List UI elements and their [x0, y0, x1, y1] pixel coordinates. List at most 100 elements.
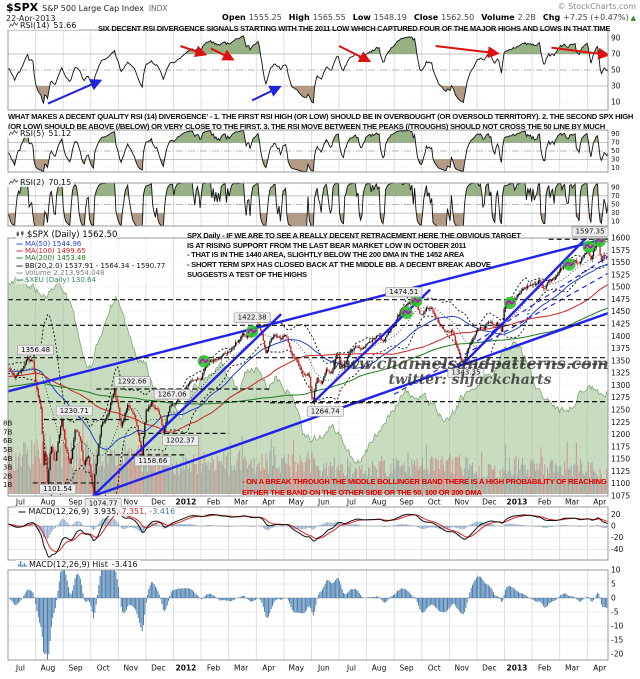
- close-value: 1562.50: [441, 13, 475, 22]
- bearish-divergence-arrow: [551, 46, 608, 60]
- svg-text:1264.74: 1264.74: [311, 407, 340, 415]
- line-swatch: —: [18, 507, 26, 516]
- legend-item: — $XEU (Daily) 130.64: [16, 276, 96, 285]
- svg-text:Jul: Jul: [15, 498, 25, 507]
- macd-hist-legend: MACD(12,26,9) Hist -3.416: [16, 560, 140, 569]
- bollinger-annotation-line: - ON A BREAK THROUGH THE MIDDLE BOLLINGE…: [242, 477, 607, 486]
- macd-line: [8, 507, 608, 558]
- svg-text:Feb: Feb: [207, 498, 221, 507]
- svg-text:1325: 1325: [611, 369, 630, 378]
- svg-text:Jul: Jul: [346, 664, 356, 673]
- svg-text:Dec: Dec: [482, 664, 497, 673]
- price-tag: 1158.66: [134, 455, 172, 467]
- svg-text:1175: 1175: [611, 442, 630, 451]
- spx-annotation-line: - THAT IS IN THE 1440 AREA, SLIGHTLY BEL…: [187, 250, 465, 260]
- price-tag: 1597.35: [571, 226, 609, 237]
- svg-text:Apr: Apr: [593, 664, 607, 673]
- svg-text:Aug: Aug: [372, 664, 387, 673]
- legend-item: — MA(100) 1499.65: [16, 247, 86, 256]
- volume-bars-down: [8, 422, 608, 494]
- svg-text:1525: 1525: [611, 270, 630, 279]
- symbol-name: S&P 500 Large Cap Index: [42, 4, 144, 13]
- svg-text:Feb: Feb: [538, 664, 552, 673]
- svg-text:Nov: Nov: [454, 664, 469, 673]
- panel-border: [7, 182, 609, 227]
- bollinger-annotation: - ON A BREAK THROUGH THE MIDDLE BOLLINGE…: [242, 476, 607, 498]
- svg-text:0: 0: [611, 594, 616, 603]
- legend-item: — MA(50) 1544.96: [16, 240, 82, 248]
- svg-text:Apr: Apr: [262, 664, 276, 673]
- svg-text:5: 5: [611, 580, 616, 589]
- svg-text:30: 30: [611, 209, 620, 217]
- divergence-signal-marker: [197, 355, 211, 368]
- chart-header: $SPX S&P 500 Large Cap Index INDX: [6, 1, 168, 14]
- bb-lower: [8, 264, 608, 496]
- svg-text:Sep: Sep: [69, 498, 83, 507]
- rsi5-label: RSI(5): [20, 129, 45, 138]
- svg-text:1101.54: 1101.54: [43, 485, 72, 493]
- quote-line: Open 1555.25 High 1565.55 Low 1548.19 Close 156…: [215, 13, 636, 22]
- legend-item: — MA(200) 1453.48: [16, 254, 86, 263]
- histogram-icon: [18, 561, 27, 567]
- svg-text:30: 30: [611, 155, 620, 163]
- svg-text:1275: 1275: [611, 393, 630, 402]
- price-value: 1562.50: [82, 230, 118, 240]
- legend-swatch: —: [16, 247, 23, 256]
- macd-hist-value: -3.416: [149, 507, 176, 516]
- svg-text:50: 50: [611, 66, 621, 75]
- svg-text:1375: 1375: [611, 344, 630, 353]
- svg-text:Apr: Apr: [593, 498, 607, 507]
- price-tag: 1230.71: [55, 405, 93, 417]
- rsi14-annotation: SIX DECENT RSI DIVERGENCE SIGNALS STARTI…: [98, 24, 611, 33]
- svg-text:Nov: Nov: [123, 664, 138, 673]
- bearish-divergence-arrow: [338, 45, 372, 63]
- svg-text:1250: 1250: [611, 406, 630, 415]
- price-legend: — MA(50) 1544.96— MA(100) 1499.65— MA(200) …: [16, 240, 166, 285]
- svg-text:1075: 1075: [611, 492, 630, 501]
- candle-bodies-up: [15, 239, 608, 496]
- svg-text:Mar: Mar: [234, 664, 249, 673]
- rsi14-panel: [8, 30, 608, 110]
- svg-text:70: 70: [611, 50, 621, 59]
- svg-text:Aug: Aug: [372, 498, 387, 507]
- svg-text:Dec: Dec: [482, 498, 497, 507]
- trendline: [92, 312, 608, 496]
- legend-item: — Volume 2,213,954,048: [16, 268, 105, 277]
- svg-text:1356.48: 1356.48: [21, 346, 50, 354]
- macd-signal-line: [8, 511, 608, 553]
- svg-text:10: 10: [611, 566, 621, 575]
- macd-histogram-large: [8, 570, 608, 660]
- svg-text:1474.51: 1474.51: [389, 288, 418, 296]
- rsi5-value: 51.12: [48, 129, 72, 138]
- rsi2-label: RSI(2): [20, 178, 45, 187]
- svg-text:Aug: Aug: [41, 498, 56, 507]
- price-tag: 1356.48: [17, 344, 54, 356]
- svg-text:6B: 6B: [3, 437, 12, 445]
- svg-text:-20: -20: [611, 533, 623, 542]
- bearish-divergence-arrow: [180, 45, 208, 57]
- svg-text:Nov: Nov: [123, 498, 138, 507]
- svg-text:Jun: Jun: [317, 498, 330, 507]
- panel-border: [7, 29, 609, 111]
- svg-text:-20: -20: [611, 650, 623, 659]
- bearish-divergence-arrow: [435, 45, 500, 59]
- legend-item: — BB(20,2.0) 1537.91 - 1564.34 - 1590.77: [16, 261, 166, 270]
- svg-text:Sep: Sep: [69, 664, 83, 673]
- macd-signal-value: 7.351,: [121, 507, 147, 516]
- price-tag: 1101.54: [39, 483, 77, 495]
- svg-text:-5: -5: [611, 608, 619, 617]
- divergence-signal-marker: [582, 240, 595, 253]
- price-tag: 1474.51: [385, 286, 423, 298]
- spx-annotation: SPX Daily - IF WE ARE TO SEE A REALLY DE…: [187, 231, 521, 280]
- svg-text:1575: 1575: [611, 246, 630, 255]
- svg-text:-10: -10: [611, 622, 623, 631]
- chart-date: 22-Apr-2013: [6, 14, 56, 23]
- svg-text:1500: 1500: [611, 283, 630, 292]
- svg-text:Oct: Oct: [428, 498, 441, 507]
- svg-text:1350: 1350: [611, 356, 630, 365]
- svg-text:50: 50: [611, 147, 620, 155]
- svg-text:30: 30: [611, 82, 621, 91]
- panel-border: [7, 506, 609, 561]
- svg-text:-15: -15: [611, 636, 623, 645]
